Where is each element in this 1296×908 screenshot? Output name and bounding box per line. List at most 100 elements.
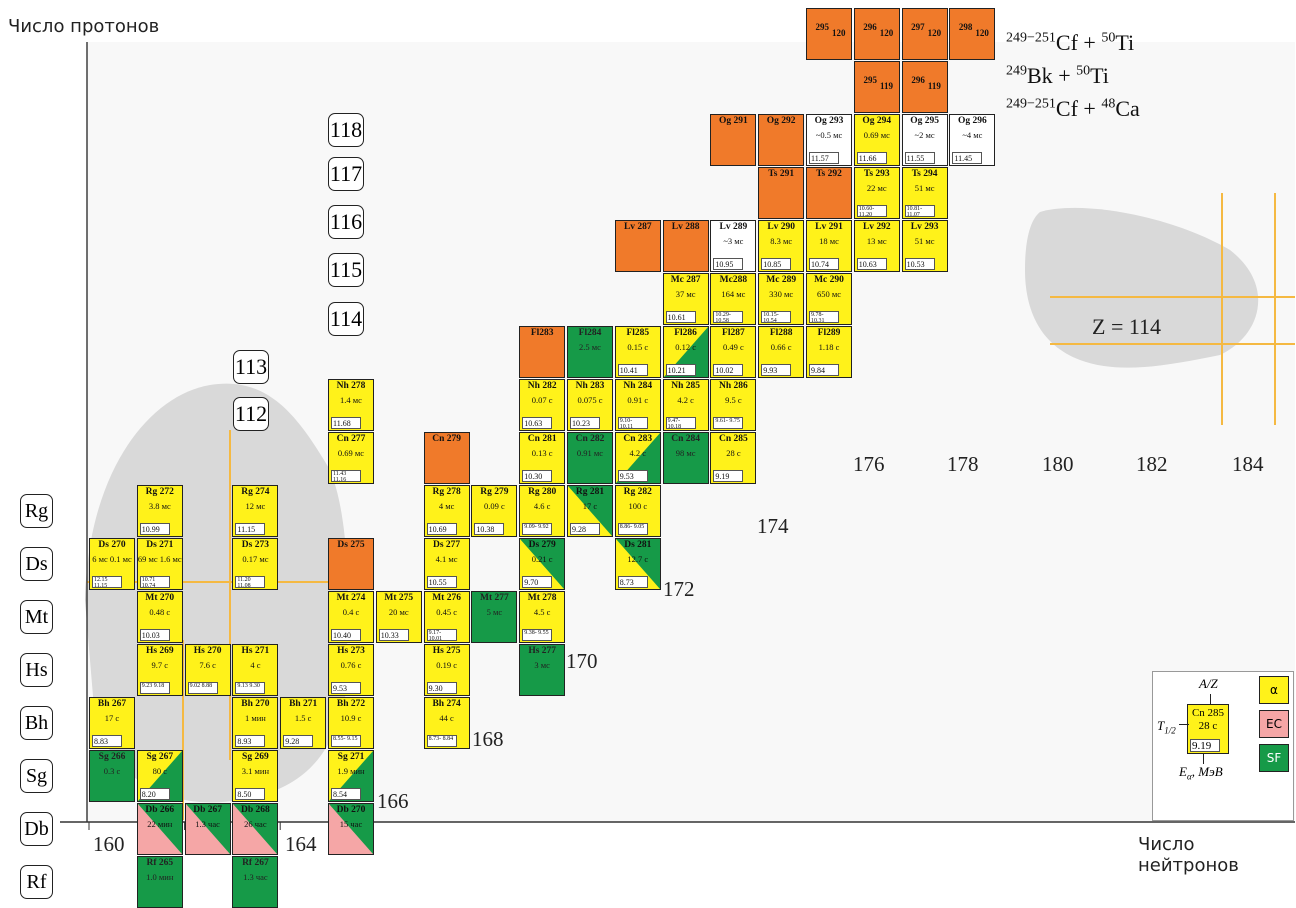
nuclide-name: Ds 281 [624,540,652,550]
nuclide-nh286: Nh 286 9.5 с 9.61- 9.75 [710,379,757,431]
nuclide-sg269: Sg 269 3.1 мин 8.50 [232,750,279,802]
isotope-label: 296120 [863,22,894,38]
nuclide-rf267: Rf 267 1.3 час [232,856,279,908]
half-life: 51 мс [914,183,935,193]
nuclide-fl283: Fl283 [519,326,566,378]
nuclide-name: Fl286 [674,328,697,338]
alpha-energy: 11.15 [235,523,266,535]
nuclide-sg271: Sg 271 1.9 мин 8.54 [328,750,374,802]
alpha-energy: 8.86- 9.05 [617,523,648,535]
half-life: 1 мин [244,713,266,723]
nuclide-bh271: Bh 271 1.5 с 9.28 [280,697,327,749]
nuclide-name: Cn 279 [432,434,461,444]
half-life: 4.2 с [629,448,647,458]
nuclide-rf265: Rf 265 1.0 мин [136,856,183,908]
nuclide-name: Rg 274 [241,487,270,497]
nuclide-hs271: Hs 271 4 с 9.13 9.30 [232,644,279,696]
alpha-energy: 9.10- 10.11 [617,417,648,429]
nuclide-name: Lv 290 [767,222,796,232]
alpha-energy: 10.40 [331,629,361,641]
nuclide-ds279: Ds 279 0.21 с 9.70 [519,538,566,590]
alpha-energy: 10.03 [139,629,170,641]
nuclide-name: Mt 277 [480,593,509,603]
nuclide-name: Ds 277 [433,540,461,550]
nuclide-name: Ts 294 [911,169,938,179]
nuclide-og293: Og 293 ~0.5 мс 11.57 [806,114,852,166]
neutron-number-168: 168 [472,727,504,751]
nuclide-mc289: Mc 289 330 мс 10.15- 10.54 [758,273,805,325]
half-life: ~4 мс [962,130,983,140]
nuclide-ts291: Ts 291 [758,167,805,219]
nuclide-name: Db 266 [145,805,175,815]
legend-example-name: Cn 285 [1191,707,1225,719]
half-life: 4 с [250,660,261,670]
nuclide-lv289: Lv 289 ~3 мс 10.95 [710,220,757,272]
nuclide-rg282: Rg 282 100 с 8.86- 9.05 [614,485,661,537]
half-life: 7.6 с [199,660,216,670]
alpha-energy: 10.99 [139,523,170,535]
alpha-energy: 9.53 [331,682,361,694]
nuclide-name: Ds 270 [98,540,126,550]
alpha-energy: 9.61- 9.75 [713,417,744,429]
half-life: 0.49 с [723,342,744,352]
half-life: 4.5 с [533,607,551,617]
legend-example-cell: Cn 285 28 с 9.19 [1187,704,1229,754]
nuclide-name: Bh 274 [432,699,461,709]
decay-mode-split [185,804,230,854]
alpha-energy: 8.73- 8.84 [426,735,457,747]
nuclide-og292: Og 292 [758,114,805,166]
half-life: 1.4 мс [340,395,362,405]
nuclide-name: Fl285 [626,328,650,338]
nuclide-fl285: Fl285 0.15 с 10.41 [614,326,661,378]
nuclide-name: Cn 277 [336,434,366,444]
half-life: 9.7 с [151,660,169,670]
nuclide-cn282: Cn 282 0.91 мс [567,432,613,484]
alpha-energy: 9.17- 10.01 [426,629,457,641]
nuclide-ds275: Ds 275 [328,538,374,590]
neutron-number-184: 184 [1232,452,1264,476]
half-life: 3.8 мс [148,501,171,511]
nuclide-name: Ts 293 [863,169,890,179]
half-life: 28 с [726,448,741,458]
alpha-energy: 10.38 [474,523,505,535]
half-life: 0.91 мс [576,448,604,458]
nuclide-name: Lv 288 [671,222,700,232]
alpha-energy: 11.55 [904,152,935,164]
nuclide-ds270: Ds 270 6 мс 0.1 мс 12.15 11.15 11.03 [89,538,135,590]
nuclide-name: Nh 282 [527,381,557,391]
nuclide-db268: Db 268 26 час [232,803,279,855]
nuclide-mt270: Mt 270 0.48 с 10.03 [136,591,183,643]
legend-ec: EC [1259,710,1289,738]
proton-number-114: 114 [328,302,364,336]
nuclide-name: Mc 290 [814,275,844,285]
alpha-energy: 8.20 [139,788,170,800]
half-life: 5 мс [486,607,503,617]
half-life: 0.76 с [340,660,362,670]
nuclide-nh282: Nh 282 0.07 с 10.63 [519,379,566,431]
neutron-number-182: 182 [1136,452,1168,476]
alpha-energy: 9.23 9.18 [139,682,170,694]
nuclide-cn283: Cn 283 4.2 с 9.53 [614,432,661,484]
half-life: 1.18 с [818,342,840,352]
legend-example-ea: 9.19 [1190,739,1220,752]
half-life: 0.07 с [531,395,553,405]
decay-mode-split [233,804,278,854]
nuclide-mt276: Mt 276 0.45 с 9.17- 10.01 [423,591,470,643]
nuclide-name: Lv 293 [910,222,939,232]
half-life: 22 мс [866,183,887,193]
alpha-energy: 11.45 [952,152,983,164]
nuclide-name: Ds 275 [337,540,365,550]
nuclide-name: Cn 285 [719,434,748,444]
nuclide-name: Nh 284 [623,381,653,391]
legend-example-halflife: 28 с [1198,720,1218,732]
alpha-energy: 9.13 9.30 [235,682,266,694]
half-life: 4.2 с [677,395,694,405]
nuclide-mt277: Mt 277 5 мс [471,591,518,643]
decay-mode-split [137,804,182,854]
nuclide-name: Ds 273 [241,540,269,550]
alpha-energy: 9.70 [522,576,553,588]
nuclide-og291: Og 291 [710,114,757,166]
nuclide-og296: Og 296 ~4 мс 11.45 [949,114,996,166]
nuclide-mc288: Mc288 164 мс 10.29- 10.58 [710,273,757,325]
proton-number-117: 117 [328,157,364,191]
